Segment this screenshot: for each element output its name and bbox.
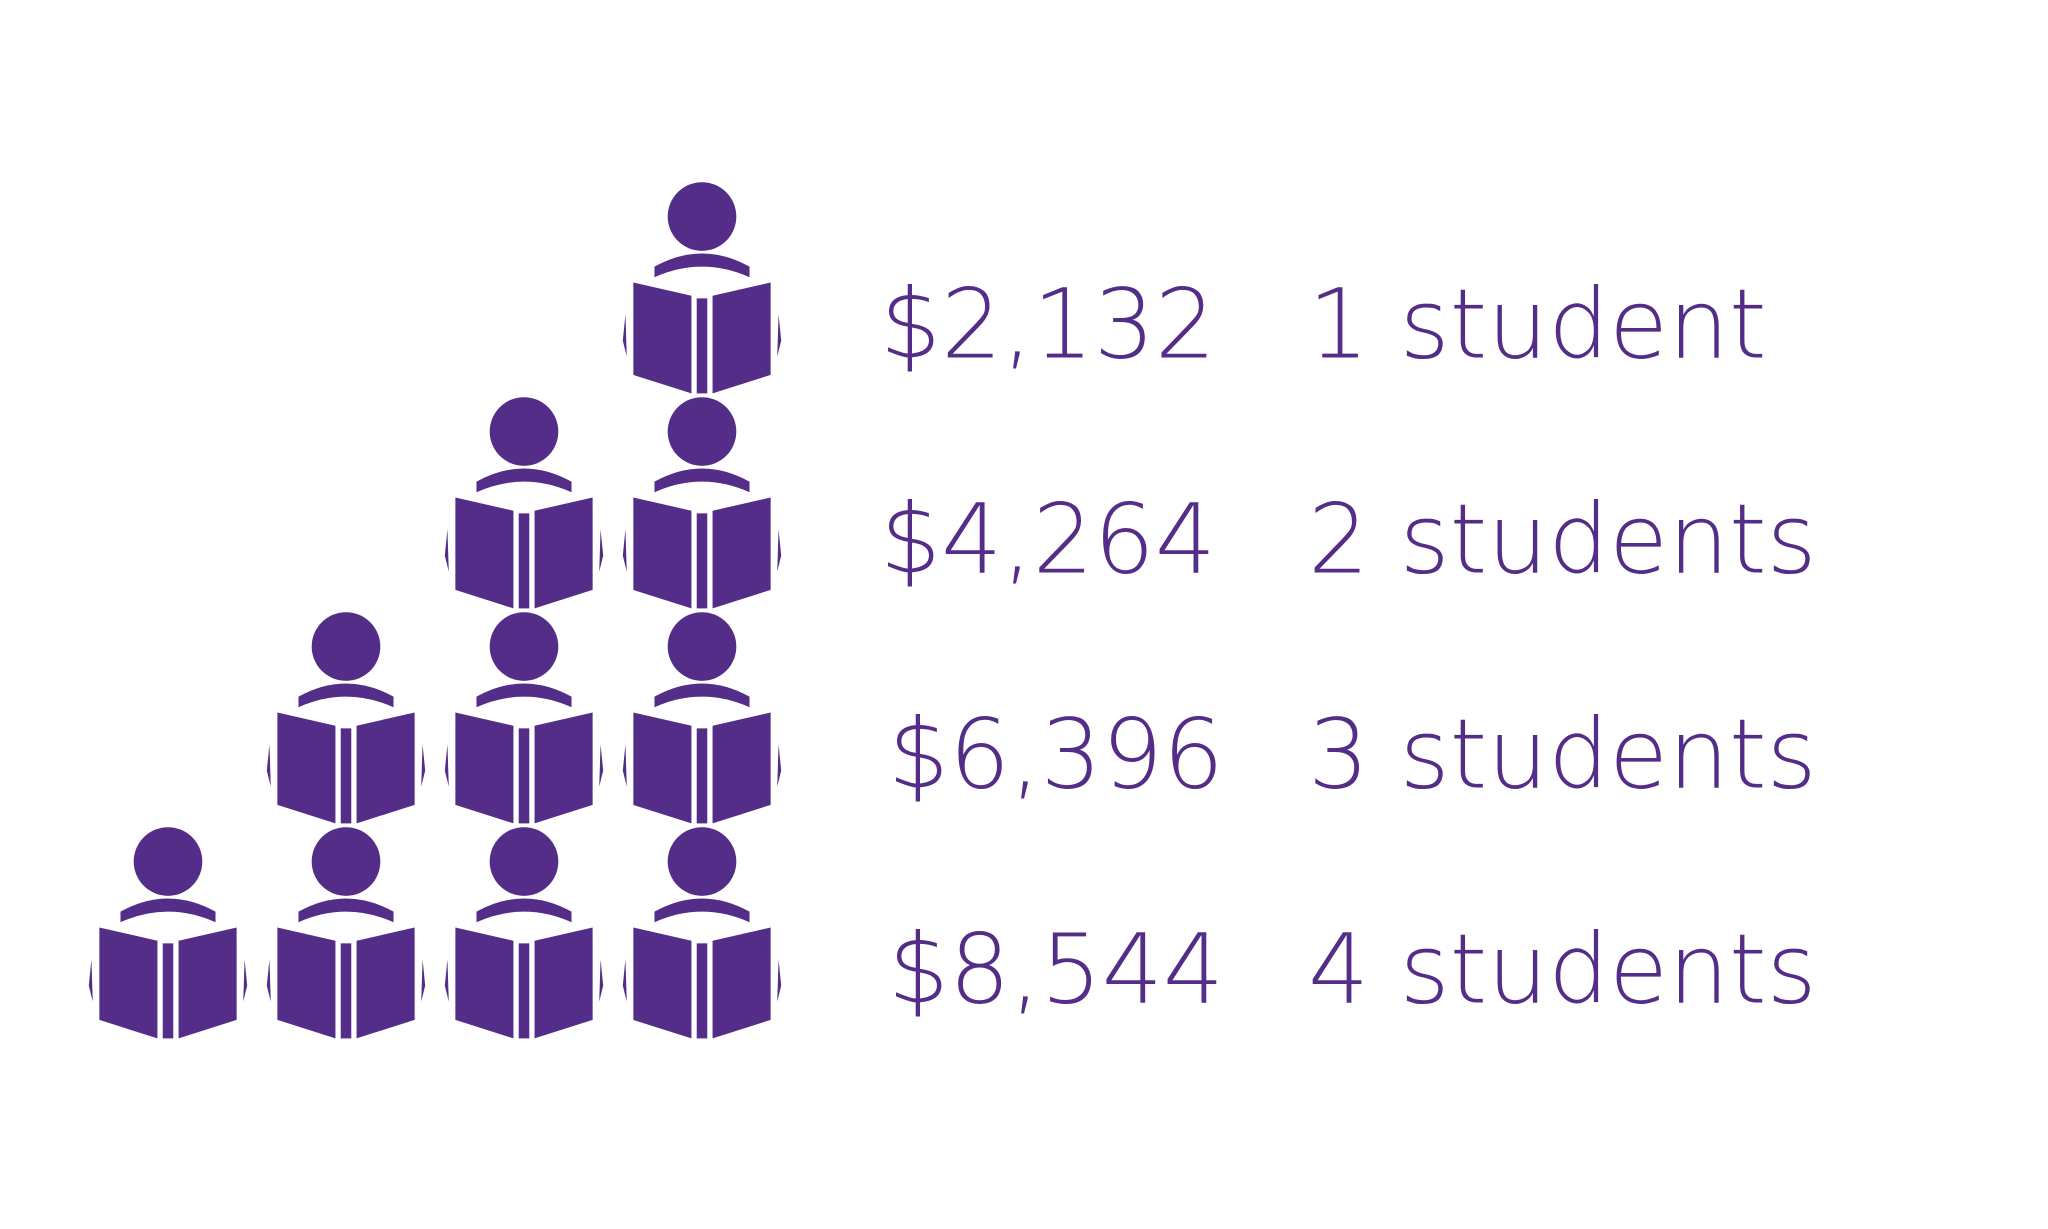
- student-icon: [622, 182, 782, 394]
- student-icon: [444, 827, 604, 1039]
- student-icon: [444, 612, 604, 824]
- student-icon: [622, 612, 782, 824]
- student-icon: [266, 612, 426, 824]
- amount: $6,396: [888, 698, 1224, 810]
- student-icon: [622, 827, 782, 1039]
- student-label: 4 students: [1308, 913, 1817, 1025]
- student-label: 2 students: [1308, 483, 1817, 595]
- student-icon: [88, 827, 248, 1039]
- student-icon: [622, 397, 782, 609]
- student-label: 1 student: [1308, 268, 1767, 380]
- student-label: 3 students: [1308, 698, 1817, 810]
- amount: $2,132: [880, 268, 1216, 380]
- amount: $4,264: [880, 483, 1216, 595]
- student-icon: [266, 827, 426, 1039]
- student-icon: [444, 397, 604, 609]
- amount: $8,544: [888, 913, 1224, 1025]
